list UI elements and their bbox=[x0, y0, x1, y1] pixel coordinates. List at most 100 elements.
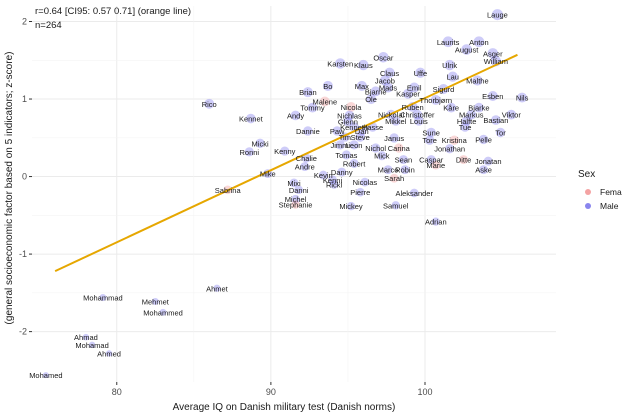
point-label: Marco bbox=[378, 166, 399, 175]
point-label: Nichlas bbox=[337, 111, 362, 120]
data-point bbox=[344, 110, 355, 121]
data-point bbox=[466, 109, 477, 120]
data-point bbox=[426, 127, 436, 138]
point-label: Rico bbox=[202, 100, 217, 109]
point-label: Nickolai bbox=[378, 111, 405, 120]
data-point bbox=[307, 102, 318, 113]
data-point bbox=[391, 201, 400, 210]
data-point bbox=[384, 67, 395, 78]
point-label: Ahmed bbox=[97, 349, 121, 358]
data-point bbox=[491, 9, 503, 21]
data-point bbox=[360, 177, 370, 187]
point-label: Sean bbox=[395, 156, 413, 165]
point-label: Mehmet bbox=[142, 297, 170, 306]
data-point bbox=[246, 113, 256, 124]
point-label: Louis bbox=[410, 117, 428, 126]
data-point bbox=[358, 59, 369, 71]
data-point bbox=[389, 133, 399, 143]
point-label: Leon bbox=[346, 141, 363, 150]
point-label: Uffe bbox=[414, 69, 428, 78]
point-label: Thorbjørn bbox=[420, 96, 453, 105]
point-label: Ditte bbox=[456, 156, 471, 165]
point-label: Nils bbox=[516, 94, 529, 103]
data-point bbox=[390, 116, 401, 126]
data-point bbox=[483, 156, 493, 166]
data-point bbox=[355, 187, 365, 197]
point-label: Kenni bbox=[323, 176, 343, 185]
point-label: Malthe bbox=[466, 77, 489, 86]
point-label: Aske bbox=[475, 166, 492, 175]
annotation-correlation: r=0.64 [CI95: 0.57 0.71] (orange line) bbox=[35, 6, 191, 17]
point-label: Christoffer bbox=[400, 111, 435, 120]
legend-male-label: Male bbox=[600, 201, 619, 211]
data-point bbox=[349, 140, 359, 150]
data-point bbox=[473, 36, 485, 48]
point-label: Karsten bbox=[327, 59, 353, 68]
point-label: Samuel bbox=[383, 201, 409, 210]
data-point bbox=[394, 143, 404, 153]
legend-female-key bbox=[585, 189, 591, 195]
data-point bbox=[460, 122, 470, 132]
point-label: Tommy bbox=[300, 104, 324, 113]
data-point bbox=[487, 91, 498, 102]
data-point bbox=[449, 135, 459, 145]
point-label: Adrian bbox=[425, 218, 447, 227]
point-label: Kåre bbox=[443, 104, 459, 113]
data-point bbox=[366, 94, 377, 105]
y-tick-label: 2 bbox=[22, 17, 27, 27]
point-label: Claus bbox=[380, 69, 399, 78]
point-label: Mike bbox=[260, 170, 276, 179]
data-point bbox=[389, 173, 399, 183]
data-point bbox=[409, 188, 419, 198]
data-point bbox=[302, 87, 313, 98]
point-label: Danny bbox=[331, 168, 353, 177]
y-tick-label: -2 bbox=[19, 327, 27, 337]
point-label: Nichol bbox=[365, 144, 386, 153]
y-tick-label: -1 bbox=[19, 249, 27, 259]
point-label: Mads bbox=[379, 84, 398, 93]
data-point bbox=[244, 147, 254, 157]
data-point bbox=[341, 150, 351, 160]
data-point bbox=[378, 52, 389, 63]
data-point bbox=[398, 155, 408, 165]
data-point bbox=[415, 67, 426, 78]
data-point bbox=[442, 36, 454, 48]
data-point bbox=[42, 372, 49, 379]
point-label: Lau bbox=[446, 73, 459, 82]
point-label: Paw bbox=[330, 127, 345, 136]
point-label: Danni bbox=[289, 186, 309, 195]
point-label: Jacob bbox=[375, 77, 395, 86]
data-point bbox=[343, 116, 353, 127]
point-label: Rickl bbox=[326, 180, 343, 189]
point-label: William bbox=[484, 57, 508, 66]
point-label: Tore bbox=[422, 136, 437, 145]
point-label: Bastian bbox=[483, 116, 508, 125]
point-label: Ronni bbox=[240, 148, 260, 157]
point-label: Mohamed bbox=[29, 371, 62, 380]
data-point bbox=[159, 308, 167, 316]
data-point bbox=[478, 134, 489, 145]
data-point bbox=[383, 165, 393, 175]
data-point bbox=[414, 116, 424, 126]
data-point bbox=[335, 140, 345, 150]
point-label: Bjarne bbox=[365, 87, 387, 96]
point-label: Carina bbox=[388, 144, 411, 153]
data-point bbox=[355, 132, 365, 142]
data-point bbox=[151, 297, 159, 305]
point-label: Malene bbox=[313, 97, 338, 106]
point-label: Bjarke bbox=[468, 104, 489, 113]
point-label: August bbox=[455, 46, 479, 55]
point-label: Bo bbox=[323, 82, 332, 91]
annotation-n: n=264 bbox=[35, 20, 62, 31]
data-point bbox=[461, 116, 472, 126]
data-point bbox=[379, 75, 391, 86]
x-tick-label: 90 bbox=[266, 387, 276, 397]
point-label: Ahmad bbox=[74, 333, 98, 342]
point-label: Pelle bbox=[475, 135, 492, 144]
point-label: Aleksander bbox=[395, 189, 433, 198]
point-label: Kenneth bbox=[340, 123, 368, 132]
data-point bbox=[506, 109, 517, 120]
point-label: Ulrik bbox=[442, 61, 457, 70]
